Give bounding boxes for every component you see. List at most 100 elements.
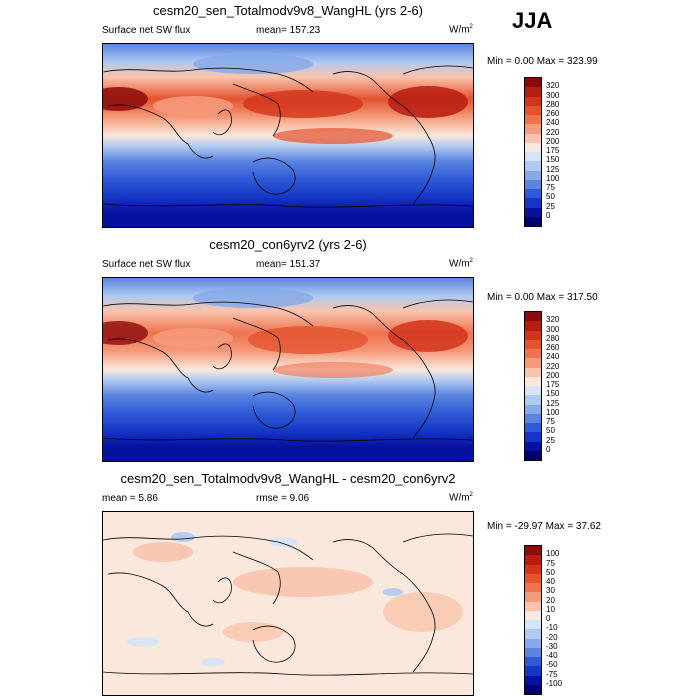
colorbar-label: 220 xyxy=(546,361,560,371)
colorbar-label: 0 xyxy=(546,444,551,454)
panel3-minmax: Min = -29.97 Max = 37.62 xyxy=(487,521,601,532)
colorbar-label: -100 xyxy=(546,678,563,688)
panel1-colorbar-labels: 320 300 280 260 240 220 200 175 150 125 100 75 50 25 0 xyxy=(546,77,576,227)
colorbar-label: 30 xyxy=(546,586,555,596)
colorbar-label: 125 xyxy=(546,398,560,408)
colorbar-swatch xyxy=(525,564,541,574)
colorbar-label: 0 xyxy=(546,210,551,220)
panel2-map-svg xyxy=(103,278,473,461)
colorbar-swatch xyxy=(525,78,541,88)
colorbar-label: -40 xyxy=(546,651,558,660)
panel3-colorbar-labels: 100 75 50 40 30 20 10 0 -10 -20 -30 -40 -50 -75 -100 xyxy=(546,545,576,695)
colorbar-label: 0 xyxy=(546,614,551,623)
panel1-minmax: Min = 0.00 Max = 323.99 xyxy=(487,56,598,67)
colorbar-swatch xyxy=(525,115,541,125)
colorbar-label: 20 xyxy=(546,595,555,605)
colorbar-label: 50 xyxy=(546,192,555,202)
colorbar-label: 260 xyxy=(546,109,560,118)
colorbar-swatch xyxy=(525,620,541,630)
panel3-map xyxy=(102,511,474,696)
panel3-title: cesm20_sen_Totalmodv9v8_WangHL - cesm20_… xyxy=(120,471,456,486)
colorbar-swatch xyxy=(525,601,541,611)
colorbar-label: 75 xyxy=(546,417,555,426)
panel1-mean-label: mean= 157.23 xyxy=(256,25,321,36)
colorbar-swatch xyxy=(525,349,541,359)
panel2-colorbar xyxy=(524,311,542,461)
colorbar-label: 260 xyxy=(546,343,560,352)
colorbar-swatch xyxy=(525,189,541,199)
colorbar-swatch xyxy=(525,133,541,143)
colorbar-label: 175 xyxy=(546,146,560,155)
colorbar-swatch xyxy=(525,592,541,602)
colorbar-swatch xyxy=(525,423,541,433)
panel2-map xyxy=(102,277,474,462)
colorbar-label: 125 xyxy=(546,164,560,174)
colorbar-swatch xyxy=(525,555,541,565)
colorbar-label: 10 xyxy=(546,604,555,614)
panel1-colorbar xyxy=(524,77,542,227)
colorbar-swatch xyxy=(525,450,541,460)
colorbar-swatch xyxy=(525,441,541,451)
colorbar-swatch xyxy=(525,675,541,685)
colorbar-swatch xyxy=(525,161,541,171)
colorbar-label: 280 xyxy=(546,333,560,343)
colorbar-label: 320 xyxy=(546,315,560,325)
colorbar-swatch xyxy=(525,638,541,648)
colorbar-swatch xyxy=(525,367,541,377)
colorbar-swatch xyxy=(525,546,541,556)
colorbar-swatch xyxy=(525,339,541,349)
colorbar-label: 50 xyxy=(546,567,555,577)
colorbar-label: 220 xyxy=(546,127,560,137)
panel2-field-label: Surface net SW flux xyxy=(102,259,191,270)
colorbar-swatch xyxy=(525,657,541,667)
colorbar-label: 25 xyxy=(546,435,555,445)
colorbar-swatch xyxy=(525,124,541,134)
colorbar-swatch xyxy=(525,386,541,396)
colorbar-label: 75 xyxy=(546,558,555,568)
colorbar-swatch xyxy=(525,152,541,162)
panel3-rmse-label: rmse = 9.06 xyxy=(256,493,310,504)
colorbar-label: 100 xyxy=(546,173,560,183)
colorbar-swatch xyxy=(525,629,541,639)
colorbar-label: 150 xyxy=(546,155,560,165)
colorbar-label: 240 xyxy=(546,352,560,362)
colorbar-label: 320 xyxy=(546,81,560,91)
colorbar-label: 300 xyxy=(546,90,560,100)
colorbar-swatch xyxy=(525,312,541,322)
panel2-title: cesm20_con6yrv2 (yrs 2-6) xyxy=(209,237,367,252)
colorbar-swatch xyxy=(525,432,541,442)
colorbar-label: 75 xyxy=(546,183,555,192)
colorbar-label: -10 xyxy=(546,623,558,633)
panel1-map-svg xyxy=(103,44,473,227)
panel2-colorbar-labels: 320 300 280 260 240 220 200 175 150 125 100 75 50 25 0 xyxy=(546,311,576,461)
colorbar-label: 300 xyxy=(546,324,560,334)
colorbar-label: 40 xyxy=(546,577,555,586)
colorbar-swatch xyxy=(525,198,541,208)
colorbar-label: 150 xyxy=(546,389,560,399)
colorbar-swatch xyxy=(525,142,541,152)
panel2-units: W/m2 xyxy=(449,258,473,270)
panel2-minmax: Min = 0.00 Max = 317.50 xyxy=(487,292,598,303)
colorbar-swatch xyxy=(525,376,541,386)
colorbar-swatch xyxy=(525,610,541,620)
colorbar-swatch xyxy=(525,404,541,414)
colorbar-swatch xyxy=(525,321,541,331)
colorbar-label: -20 xyxy=(546,632,558,642)
colorbar-label: -75 xyxy=(546,669,558,679)
colorbar-swatch xyxy=(525,395,541,405)
colorbar-swatch xyxy=(525,96,541,106)
colorbar-swatch xyxy=(525,573,541,583)
colorbar-swatch xyxy=(525,330,541,340)
colorbar-swatch xyxy=(525,170,541,180)
panel3-mean-label: mean = 5.86 xyxy=(102,493,158,504)
colorbar-swatch xyxy=(525,413,541,423)
panel2-mean-label: mean= 151.37 xyxy=(256,259,321,270)
colorbar-swatch xyxy=(525,179,541,189)
colorbar-swatch xyxy=(525,647,541,657)
colorbar-swatch xyxy=(525,207,541,217)
colorbar-swatch xyxy=(525,87,541,97)
colorbar-label: 240 xyxy=(546,118,560,128)
colorbar-label: 50 xyxy=(546,426,555,436)
colorbar-swatch xyxy=(525,105,541,115)
colorbar-label: 25 xyxy=(546,201,555,211)
